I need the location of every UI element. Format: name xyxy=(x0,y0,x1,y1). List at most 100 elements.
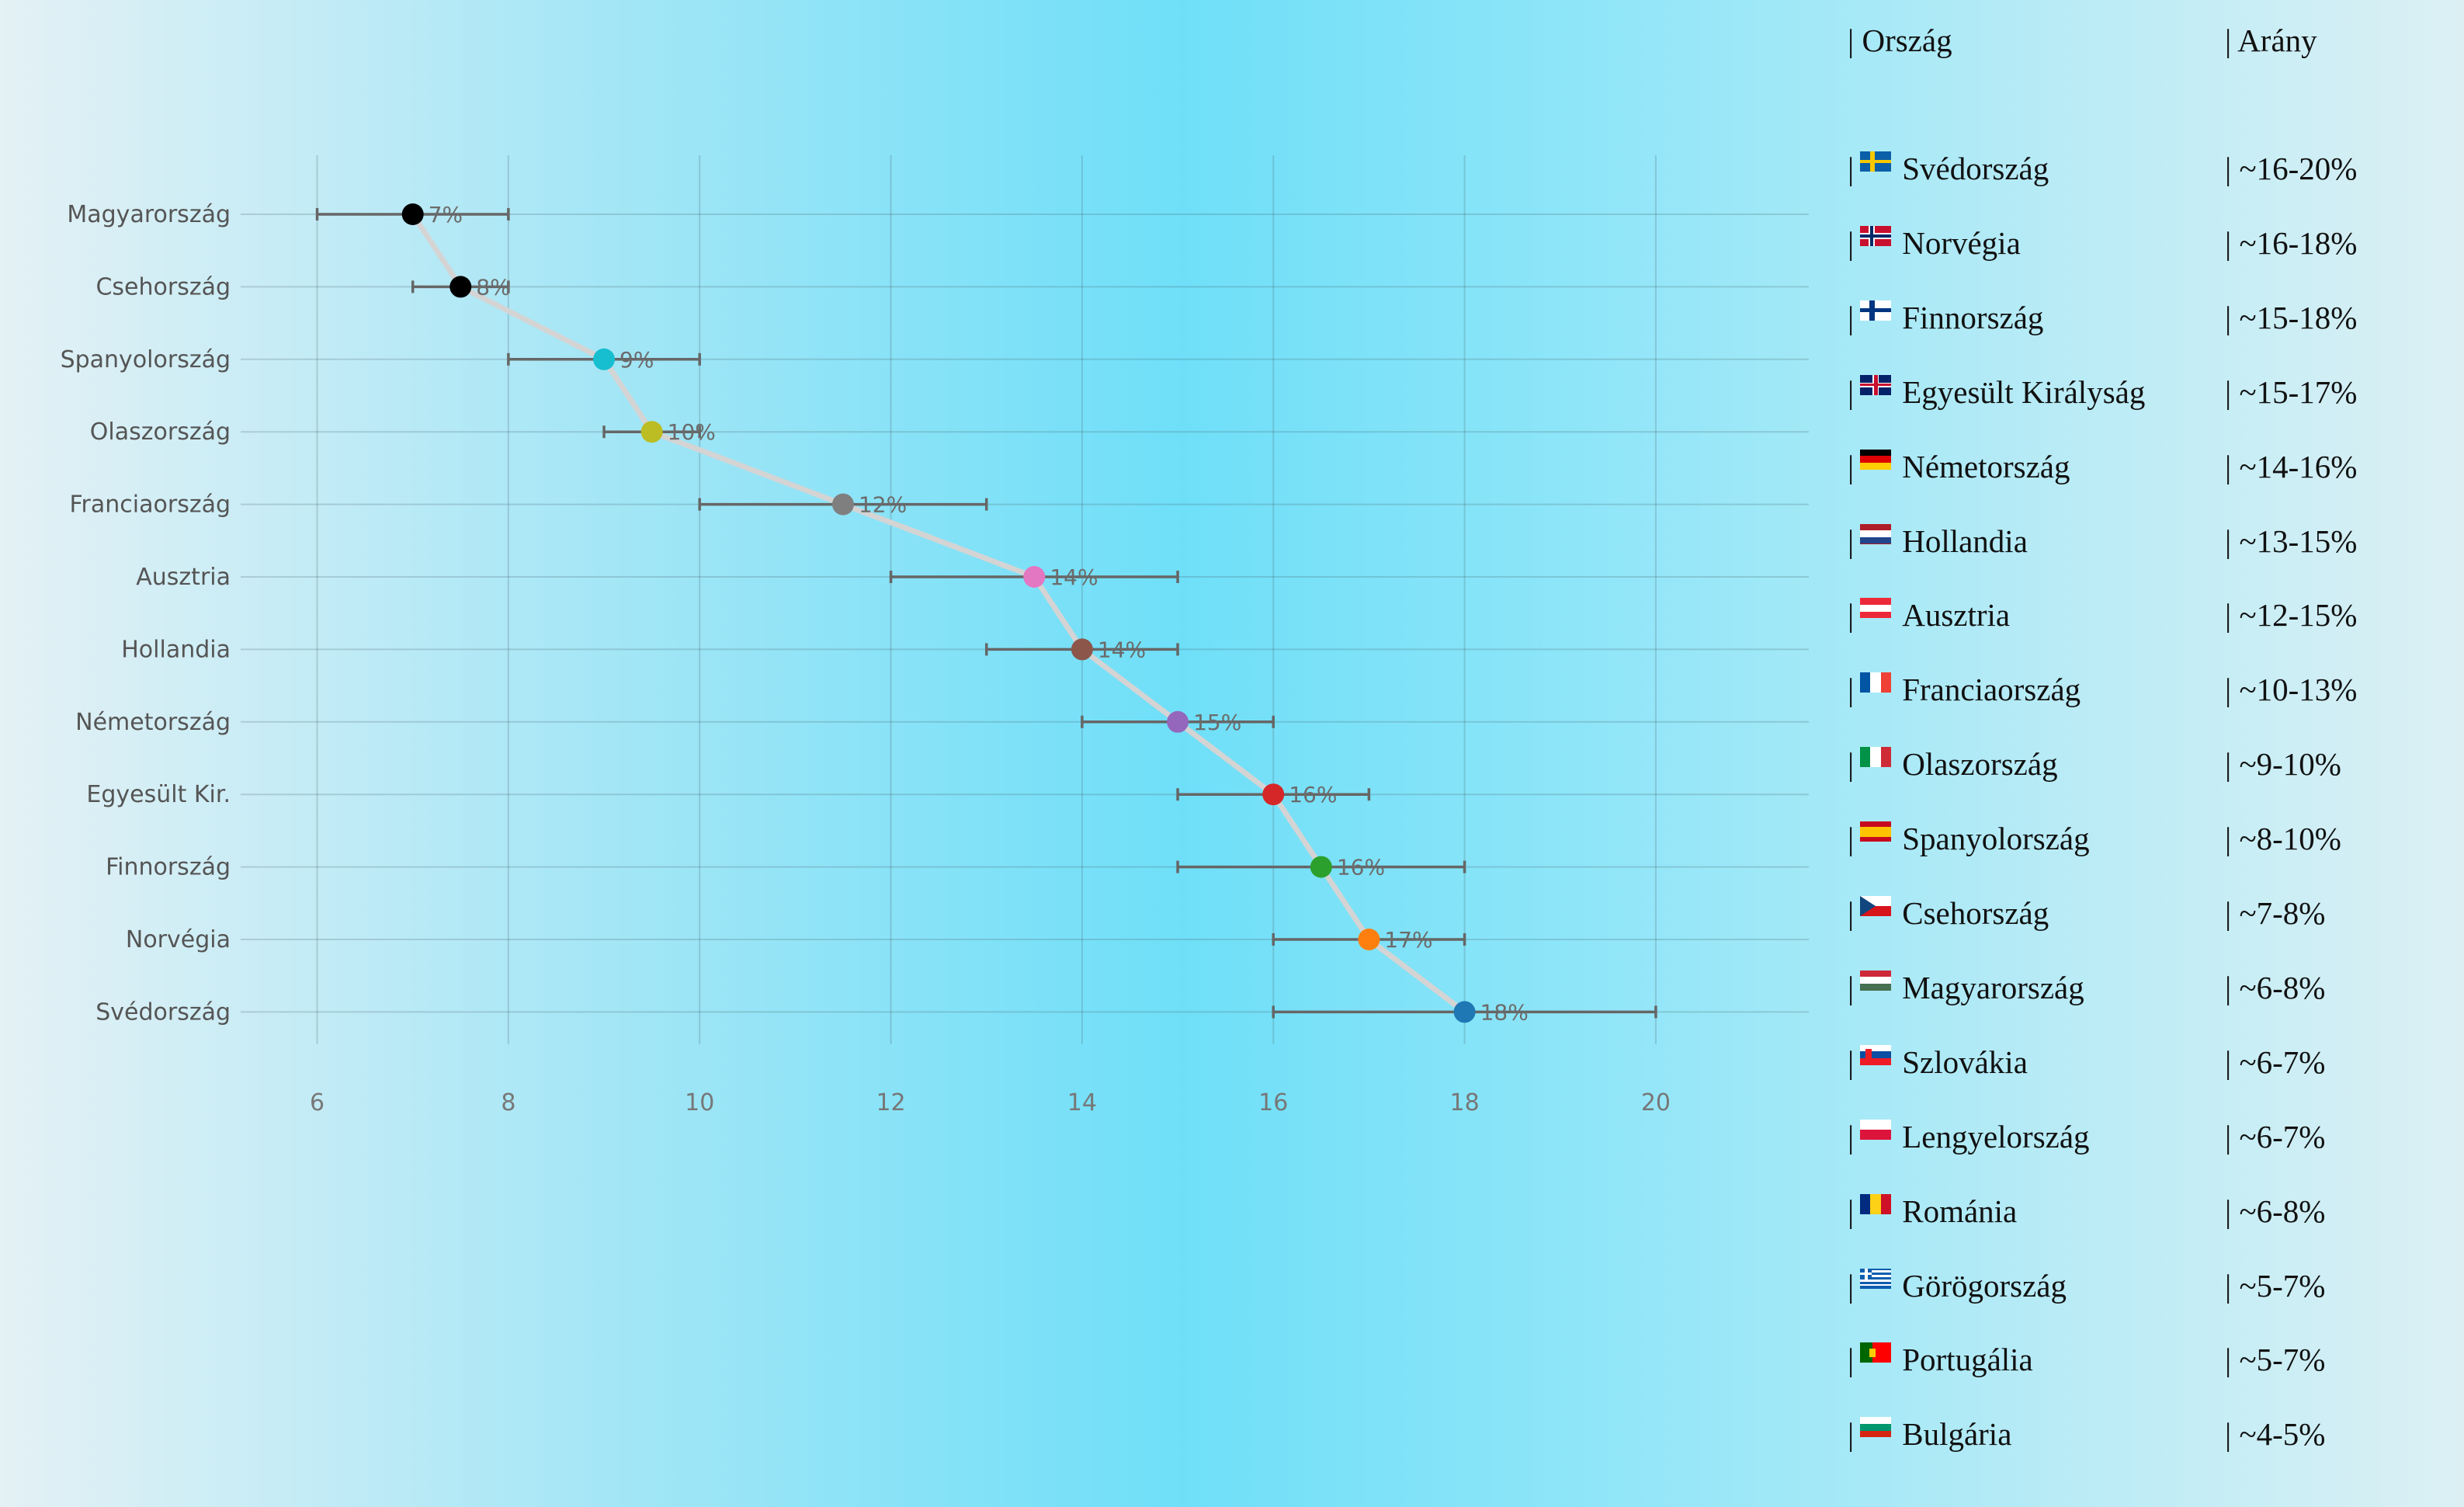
column-separator: | xyxy=(1848,373,1855,410)
column-separator: | xyxy=(1848,746,1855,783)
column-separator: | xyxy=(1848,821,1855,857)
column-separator: | xyxy=(1848,448,1855,484)
country-name: Szlovákia xyxy=(1902,1043,2028,1080)
y-tick-label: Norvégia xyxy=(126,926,231,953)
column-separator: | xyxy=(1848,1193,1855,1229)
country-name: Portugália xyxy=(1902,1342,2033,1378)
country-cell: | Csehország xyxy=(1848,894,2049,932)
data-point xyxy=(1023,566,1046,588)
column-separator: | xyxy=(1848,969,1855,1005)
data-label: 16% xyxy=(1337,855,1385,880)
ratio-cell: | ~16-20% xyxy=(2225,151,2358,186)
country-cell: | Magyarország xyxy=(1848,969,2084,1006)
ratio-cell: | ~9-10% xyxy=(2225,746,2341,783)
x-tick-label: 12 xyxy=(876,1089,905,1116)
table-header: | Ország | Arány xyxy=(1848,22,2464,68)
data-point xyxy=(640,421,663,443)
flag-no-icon xyxy=(1860,225,1892,246)
table-row: | Olaszország | ~9-10% xyxy=(1848,745,2464,792)
x-axis-labels: 6 8 10 12 14 16 18 20 xyxy=(310,1089,1671,1116)
data-label: 14% xyxy=(1050,564,1098,590)
data-point xyxy=(831,493,854,516)
column-separator: | xyxy=(1848,1416,1855,1453)
ratio-cell: | ~5-7% xyxy=(2225,1267,2326,1304)
x-tick-label: 18 xyxy=(1449,1089,1479,1116)
table-row: | Csehország | ~7-8% xyxy=(1848,894,2464,941)
x-tick-label: 14 xyxy=(1067,1089,1097,1116)
country-name: Svédország xyxy=(1902,151,2049,186)
country-name: Magyarország xyxy=(1902,969,2084,1005)
country-cell: | Franciaország xyxy=(1848,671,2081,708)
column-separator: | xyxy=(1848,1267,1855,1304)
country-cell: | Norvégia xyxy=(1848,224,2021,262)
flag-nl-icon xyxy=(1860,523,1892,544)
table-row: | Görögország | ~5-7% xyxy=(1848,1267,2464,1314)
country-name: Csehország xyxy=(1902,895,2049,931)
flag-bg-icon xyxy=(1860,1417,1892,1438)
ratio-cell: | ~14-16% xyxy=(2225,448,2358,484)
data-points xyxy=(401,203,1476,1023)
data-point xyxy=(1453,1001,1476,1023)
country-name: Lengyelország xyxy=(1902,1118,2090,1155)
error-bars xyxy=(315,208,1657,1019)
flag-de-icon xyxy=(1860,449,1892,470)
country-cell: | Szlovákia xyxy=(1848,1043,2028,1081)
data-label: 17% xyxy=(1384,927,1432,953)
country-cell: | Hollandia xyxy=(1848,523,2028,560)
data-labels: 7% 8% 9% 10% 12% 14% 14% 15% 16% 16% 17% 18% xyxy=(429,202,1529,1025)
table-row: | Finnország | ~15-18% xyxy=(1848,299,2464,345)
y-tick-label: Finnország xyxy=(106,854,231,881)
column-separator: | xyxy=(1848,523,1855,559)
x-tick-label: 20 xyxy=(1641,1089,1671,1116)
data-label: 15% xyxy=(1193,710,1241,735)
data-label: 9% xyxy=(619,347,654,373)
table-row: | Spanyolország | ~8-10% xyxy=(1848,820,2464,866)
table-row: | Bulgária | ~4-5% xyxy=(1848,1415,2464,1462)
flag-fr-icon xyxy=(1860,672,1892,693)
data-label: 14% xyxy=(1098,637,1146,662)
country-name: Finnország xyxy=(1902,299,2044,335)
y-tick-label: Franciaország xyxy=(69,491,231,519)
data-point xyxy=(1071,638,1093,661)
y-tick-label: Spanyolország xyxy=(61,346,231,373)
ratio-cell: | ~12-15% xyxy=(2225,597,2358,634)
table-row: | Szlovákia | ~6-7% xyxy=(1848,1043,2464,1090)
country-cell: | Svédország xyxy=(1848,150,2049,187)
x-tick-label: 8 xyxy=(501,1089,515,1116)
header-ratio: | Arány xyxy=(2225,23,2317,58)
data-point xyxy=(401,203,424,225)
table-row: | Hollandia | ~13-15% xyxy=(1848,523,2464,569)
flag-gr-icon xyxy=(1860,1268,1892,1289)
data-point xyxy=(1167,710,1189,733)
column-separator: | xyxy=(1848,151,1855,186)
ratio-cell: | ~16-18% xyxy=(2225,224,2358,261)
country-name: Spanyolország xyxy=(1902,821,2090,857)
ratio-cell: | ~6-8% xyxy=(2225,969,2326,1005)
table-row: | Románia | ~6-8% xyxy=(1848,1193,2464,1239)
column-separator: | xyxy=(1848,895,1855,931)
ratio-cell: | ~8-10% xyxy=(2225,821,2341,857)
data-label: 12% xyxy=(859,492,907,518)
country-cell: | Olaszország xyxy=(1848,745,2058,783)
country-name: Bulgária xyxy=(1902,1416,2012,1453)
table-row: | Ausztria | ~12-15% xyxy=(1848,596,2464,643)
column-separator: | xyxy=(1848,1118,1855,1155)
x-tick-label: 10 xyxy=(685,1089,714,1116)
flag-gb-icon xyxy=(1860,374,1892,395)
y-tick-label: Olaszország xyxy=(90,418,231,446)
x-tick-label: 6 xyxy=(310,1089,324,1116)
country-name: Hollandia xyxy=(1902,523,2028,559)
country-name: Görögország xyxy=(1902,1267,2067,1304)
country-name: Norvégia xyxy=(1902,224,2021,261)
column-separator: | xyxy=(1848,299,1855,335)
dot-plot-chart: 7% 8% 9% 10% 12% 14% 14% 15% 16% 16% 17% 18% Magyar… xyxy=(61,155,1809,1116)
column-separator: | xyxy=(1848,597,1855,634)
data-point xyxy=(449,276,472,298)
table-row: | Lengyelország | ~6-7% xyxy=(1848,1118,2464,1165)
country-cell: | Lengyelország xyxy=(1848,1118,2090,1155)
flag-pt-icon xyxy=(1860,1342,1892,1363)
data-point xyxy=(1358,929,1380,950)
y-tick-label: Csehország xyxy=(95,273,231,300)
table-row: | Svédország | ~16-20% xyxy=(1848,150,2464,196)
flag-se-icon xyxy=(1860,151,1892,172)
